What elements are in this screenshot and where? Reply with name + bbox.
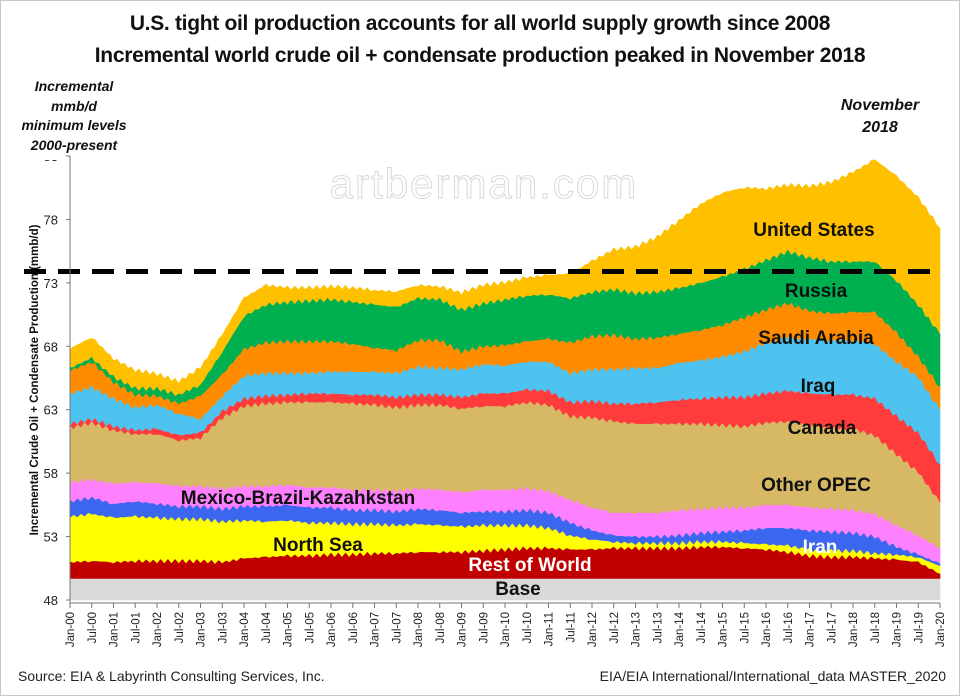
axes: 48 53 58 63 68 73 78 83 Jan-00 Jul-00 Jan-01 Jul-01… [44,149,947,647]
x-tick-label: Jan-18 [848,612,860,647]
layer-label-iraq: Iraq [801,376,836,397]
x-tick-label: Jul-19 [913,612,925,643]
x-tick-label: Jul-15 [739,612,751,643]
x-tick-label: Jul-11 [565,612,577,642]
y-tick-label: 63 [44,403,58,418]
watermark: artberman.com [330,160,638,207]
x-tick-label: Jul-18 [870,612,882,643]
layer-label-north-sea: North Sea [273,535,363,556]
y-tick-label: 73 [44,276,58,291]
layer-label-saudi-arabia: Saudi Arabia [758,328,874,349]
x-tick-label: Jan-20 [935,612,947,647]
x-tick-label: Jul-12 [609,612,621,643]
note-line: November [840,97,920,114]
note-line: mmb/d [51,97,97,114]
x-tick-label: Jul-04 [261,611,273,643]
layer-label-rest-of-world: Rest of World [468,555,591,576]
x-tick-label: Jan-06 [326,612,338,647]
chart-subtitle: Incremental world crude oil + condensate… [94,44,866,67]
x-tick-label: Jul-02 [174,612,186,643]
x-tick-label: Jan-09 [457,612,469,647]
x-tick-label: Jan-02 [152,612,164,647]
x-tick-label: Jan-08 [413,612,425,647]
x-tick-label: Jul-08 [435,612,447,643]
x-tick-label: Jan-14 [674,611,686,647]
x-tick-label: Jan-11 [544,612,556,646]
layer-label-united-states: United States [753,220,874,241]
layer-label-mexico-brazil-kazahkstan: Mexico-Brazil-Kazahkstan [181,488,415,509]
note-line: 2018 [862,119,898,136]
y-axis-label: Incremental Crude Oil + Condensate Produ… [29,224,41,535]
x-tick-label: Jan-05 [283,612,295,647]
peak-note: November 2018 [820,95,940,139]
x-tick-label: Jan-01 [109,612,121,647]
x-tick-label: Jan-00 [65,612,77,647]
layer-label-other-opec: Other OPEC [761,475,871,496]
x-tick-label: Jul-03 [217,612,229,643]
layer-label-iran: Iran [803,537,838,558]
x-tick-label: Jul-01 [130,612,142,643]
minimum-levels-note: Incremental mmb/d minimum levels 2000-pr… [14,77,134,155]
x-tick-label: Jan-03 [196,612,208,647]
x-tick-label: Jan-17 [805,612,817,647]
y-tick-label: 48 [44,593,58,608]
x-tick-label: Jan-19 [892,612,904,647]
source-note: Source: EIA & Labyrinth Consulting Servi… [18,668,325,684]
file-note: EIA/EIA International/International_data… [599,668,946,684]
layer-label-canada: Canada [788,418,857,439]
y-tick-label: 53 [44,530,58,545]
chart-title: U.S. tight oil production accounts for a… [129,12,831,35]
x-tick-label: Jan-12 [587,612,599,647]
y-tick-label: 68 [44,339,58,354]
x-tick-label: Jan-15 [718,612,730,647]
note-line: 2000-present [30,136,118,153]
x-tick-label: Jul-16 [783,612,795,643]
y-tick-label: 58 [44,466,58,481]
x-tick-label: Jan-07 [370,612,382,647]
layer-labels: Base Rest of World North Sea Iran Mexico-Bra… [181,220,875,600]
area-united-states [69,159,941,397]
layer-label-base: Base [495,579,540,600]
x-tick-label: Jul-10 [522,612,534,643]
y-tick-label: 78 [44,212,58,227]
x-tick-label: Jan-04 [239,611,251,647]
x-tick-label: Jul-09 [478,612,490,643]
note-line: Incremental [34,78,114,94]
x-tick-label: Jul-13 [652,612,664,643]
x-tick-label: Jul-17 [826,612,838,643]
x-tick-label: Jul-14 [696,611,708,643]
x-tick-label: Jan-10 [500,612,512,647]
note-line: minimum levels [21,117,127,133]
x-tick-label: Jul-05 [304,612,316,643]
x-tick-label: Jul-07 [391,612,403,643]
x-tick-label: Jul-00 [87,612,99,643]
x-tick-label: Jul-06 [348,612,360,643]
y-tick-label: 83 [44,149,58,164]
area-layers [69,159,941,601]
x-tick-label: Jan-13 [631,612,643,647]
layer-label-russia: Russia [785,281,848,302]
x-tick-label: Jan-16 [761,612,773,647]
